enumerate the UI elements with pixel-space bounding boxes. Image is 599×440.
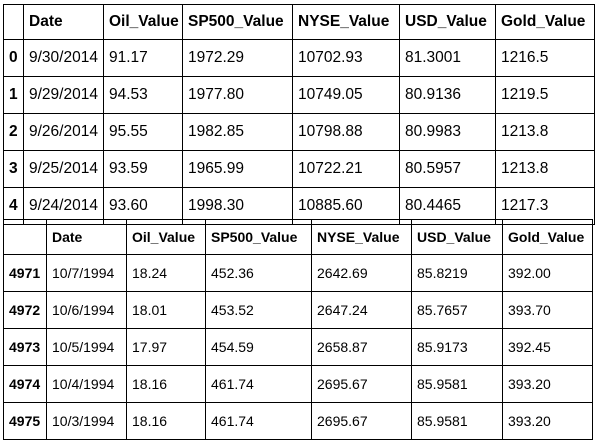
cell-gold-value: 393.20 [502,402,593,440]
index-header [3,219,47,255]
cell-nyse-value: 2695.67 [311,365,412,403]
column-header-usd-value: USD_Value [399,4,496,40]
cell-nyse-value: 10885.60 [292,187,400,225]
row-index: 4975 [3,402,47,440]
index-header [3,4,24,40]
cell-sp500-value: 1982.85 [182,113,293,151]
row-index: 4973 [3,328,47,366]
cell-oil-value: 95.55 [103,113,183,151]
cell-usd-value: 85.9173 [411,328,503,366]
cell-sp500-value: 1965.99 [182,150,293,188]
row-index: 4974 [3,365,47,403]
header-row: Date Oil_Value SP500_Value NYSE_Value US… [3,4,595,40]
cell-gold-value: 1213.8 [495,113,595,151]
cell-usd-value: 85.8219 [411,254,503,292]
cell-oil-value: 18.24 [126,254,206,292]
column-header-gold-value: Gold_Value [495,4,595,40]
row-index: 2 [3,113,24,151]
cell-gold-value: 1219.5 [495,76,595,114]
cell-sp500-value: 1977.80 [182,76,293,114]
cell-sp500-value: 1972.29 [182,39,293,77]
cell-usd-value: 85.9581 [411,365,503,403]
cell-oil-value: 91.17 [103,39,183,77]
cell-usd-value: 80.9136 [399,76,496,114]
cell-usd-value: 80.9983 [399,113,496,151]
cell-date: 10/4/1994 [46,365,127,403]
cell-usd-value: 85.7657 [411,291,503,329]
cell-oil-value: 18.01 [126,291,206,329]
cell-sp500-value: 461.74 [205,365,312,403]
column-header-sp500-value: SP500_Value [205,219,312,255]
cell-usd-value: 81.3001 [399,39,496,77]
cell-gold-value: 1216.5 [495,39,595,77]
cell-sp500-value: 452.36 [205,254,312,292]
cell-gold-value: 393.70 [502,291,593,329]
cell-sp500-value: 453.52 [205,291,312,329]
table-row: 4974 10/4/1994 18.16 461.74 2695.67 85.9… [3,365,593,403]
cell-sp500-value: 454.59 [205,328,312,366]
cell-oil-value: 17.97 [126,328,206,366]
cell-nyse-value: 2647.24 [311,291,412,329]
dataframe-table-top: Date Oil_Value SP500_Value NYSE_Value US… [3,4,595,225]
column-header-nyse-value: NYSE_Value [292,4,400,40]
row-index: 4972 [3,291,47,329]
table-row: 0 9/30/2014 91.17 1972.29 10702.93 81.30… [3,39,595,77]
cell-gold-value: 1213.8 [495,150,595,188]
cell-date: 10/5/1994 [46,328,127,366]
cell-nyse-value: 10702.93 [292,39,400,77]
cell-nyse-value: 10798.88 [292,113,400,151]
cell-nyse-value: 2695.67 [311,402,412,440]
column-header-gold-value: Gold_Value [502,219,593,255]
table-row: 1 9/29/2014 94.53 1977.80 10749.05 80.91… [3,76,595,114]
cell-gold-value: 392.00 [502,254,593,292]
column-header-oil-value: Oil_Value [126,219,206,255]
cell-usd-value: 80.5957 [399,150,496,188]
column-header-sp500-value: SP500_Value [182,4,293,40]
cell-date: 10/7/1994 [46,254,127,292]
table-row: 4973 10/5/1994 17.97 454.59 2658.87 85.9… [3,328,593,366]
table-row: 3 9/25/2014 93.59 1965.99 10722.21 80.59… [3,150,595,188]
table-row: 4971 10/7/1994 18.24 452.36 2642.69 85.8… [3,254,593,292]
cell-nyse-value: 10722.21 [292,150,400,188]
cell-oil-value: 93.59 [103,150,183,188]
cell-date: 9/26/2014 [23,113,104,151]
column-header-oil-value: Oil_Value [103,4,183,40]
cell-usd-value: 85.9581 [411,402,503,440]
dataframe-table-bottom: Date Oil_Value SP500_Value NYSE_Value US… [3,219,593,440]
cell-date: 10/3/1994 [46,402,127,440]
cell-sp500-value: 1998.30 [182,187,293,225]
table-row: 2 9/26/2014 95.55 1982.85 10798.88 80.99… [3,113,595,151]
cell-oil-value: 94.53 [103,76,183,114]
header-row: Date Oil_Value SP500_Value NYSE_Value US… [3,219,593,255]
table-row: 4 9/24/2014 93.60 1998.30 10885.60 80.44… [3,187,595,225]
cell-gold-value: 393.20 [502,365,593,403]
table-row: 4972 10/6/1994 18.01 453.52 2647.24 85.7… [3,291,593,329]
cell-nyse-value: 2658.87 [311,328,412,366]
cell-date: 10/6/1994 [46,291,127,329]
cell-sp500-value: 461.74 [205,402,312,440]
column-header-nyse-value: NYSE_Value [311,219,412,255]
cell-gold-value: 1217.3 [495,187,595,225]
row-index: 0 [3,39,24,77]
cell-nyse-value: 2642.69 [311,254,412,292]
cell-oil-value: 18.16 [126,365,206,403]
column-header-date: Date [46,219,127,255]
column-header-usd-value: USD_Value [411,219,503,255]
row-index: 3 [3,150,24,188]
cell-oil-value: 18.16 [126,402,206,440]
cell-gold-value: 392.45 [502,328,593,366]
cell-date: 9/24/2014 [23,187,104,225]
table-row: 4975 10/3/1994 18.16 461.74 2695.67 85.9… [3,402,593,440]
column-header-date: Date [23,4,104,40]
cell-date: 9/30/2014 [23,39,104,77]
cell-date: 9/29/2014 [23,76,104,114]
cell-usd-value: 80.4465 [399,187,496,225]
cell-nyse-value: 10749.05 [292,76,400,114]
row-index: 1 [3,76,24,114]
row-index: 4971 [3,254,47,292]
cell-date: 9/25/2014 [23,150,104,188]
